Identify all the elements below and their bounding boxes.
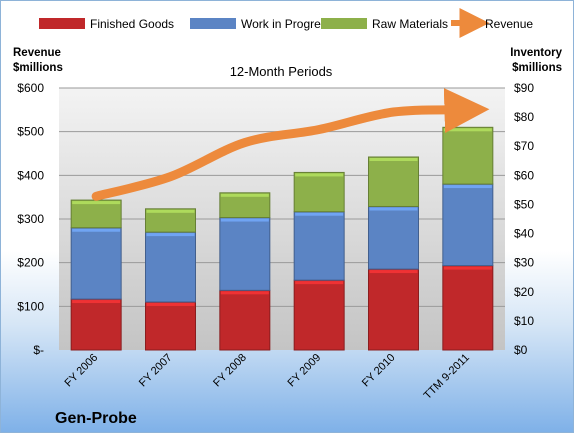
bar-highlight	[443, 128, 492, 132]
bar-highlight	[369, 157, 418, 161]
grid-lines	[59, 87, 505, 307]
left-axis-title-line1: Revenue	[13, 47, 61, 59]
bar-highlight	[295, 281, 344, 285]
legend-label-finished-goods: Finished Goods	[90, 17, 174, 31]
left-tick-label: $600	[17, 81, 44, 95]
category-label: TTM 9-2011	[422, 352, 472, 402]
right-axis-title-line1: Inventory	[510, 47, 562, 59]
right-axis-title-line2: $millions	[512, 62, 562, 74]
left-axis-title-line2: $millions	[13, 62, 63, 74]
bar-finished-goods	[442, 265, 494, 351]
bar-work-in-progress	[70, 227, 122, 300]
category-label: FY 2006	[63, 352, 101, 390]
bar-highlight	[72, 228, 121, 232]
legend-swatch-work-in-progress	[190, 18, 236, 29]
right-tick-label: $70	[514, 139, 534, 153]
bar-finished-goods	[293, 279, 345, 351]
revenue-point	[170, 176, 171, 178]
bar-raw-materials	[70, 199, 122, 229]
bar-highlight	[146, 302, 195, 306]
bar-highlight	[220, 193, 269, 197]
category-labels: FY 2006 FY 2007 FY 2008 FY 2009 FY 2010 TTM 9…	[63, 352, 472, 402]
legend-label-work-in-progress: Work in Progress	[241, 17, 333, 31]
bar-series	[70, 126, 494, 351]
bar-raw-materials	[145, 208, 196, 233]
bar-finished-goods	[368, 268, 419, 351]
right-tick-label: $50	[514, 197, 534, 211]
bar-highlight	[220, 291, 269, 295]
bar-raw-materials	[442, 126, 494, 185]
bar-work-in-progress	[368, 205, 419, 270]
bar-highlight	[443, 266, 492, 270]
bar-highlight	[146, 209, 195, 213]
bar-raw-materials	[219, 192, 271, 219]
legend-swatch-finished-goods	[39, 18, 85, 29]
bar-highlight	[443, 185, 492, 189]
left-tick-label: $300	[17, 212, 44, 226]
bar-highlight	[369, 207, 418, 211]
right-tick-label: $20	[514, 285, 534, 299]
company-name: Gen-Probe	[55, 410, 137, 427]
bar-raw-materials	[368, 156, 419, 207]
right-tick-label: $80	[514, 110, 534, 124]
revenue-line-layer	[91, 88, 490, 201]
legend-label-raw-materials: Raw Materials	[372, 17, 448, 31]
bar-work-in-progress	[145, 231, 196, 303]
right-tick-label: $30	[514, 256, 534, 270]
left-tick-label: $100	[17, 299, 44, 313]
bar-raw-materials	[293, 171, 345, 213]
category-label: FY 2009	[286, 352, 324, 390]
category-label: FY 2007	[137, 352, 175, 390]
legend-label-revenue: Revenue	[485, 17, 533, 31]
revenue-point	[467, 109, 469, 111]
left-tick-label: $400	[17, 168, 44, 182]
right-tick-label: $60	[514, 168, 534, 182]
right-tick-label: $0	[514, 343, 528, 357]
bar-highlight	[295, 173, 344, 177]
right-tick-label: $10	[514, 314, 534, 328]
revenue-point	[244, 142, 246, 144]
revenue-point	[95, 195, 97, 197]
bar-highlight	[72, 300, 121, 304]
bar-work-in-progress	[293, 211, 345, 281]
bar-work-in-progress	[442, 183, 494, 267]
bar-work-in-progress	[219, 217, 271, 291]
bar-finished-goods	[145, 301, 196, 351]
bar-finished-goods	[219, 289, 271, 351]
left-axis-ticks: $- $100 $200 $300 $400 $500 $600	[17, 81, 44, 357]
right-tick-label: $40	[514, 227, 534, 241]
bar-finished-goods	[70, 298, 122, 351]
right-axis-ticks: $0 $10 $20 $30 $40 $50 $60 $70 $80 $90	[514, 81, 534, 357]
right-tick-label: $90	[514, 81, 534, 95]
legend: Finished Goods Work in Progress Raw Mate…	[39, 8, 533, 38]
category-label: FY 2010	[360, 352, 398, 390]
left-tick-label: $500	[17, 125, 44, 139]
bar-highlight	[369, 270, 418, 274]
category-label: FY 2008	[211, 352, 249, 390]
bar-highlight	[72, 201, 121, 205]
legend-swatch-raw-materials	[321, 18, 367, 29]
bar-highlight	[146, 233, 195, 237]
left-tick-label: $-	[33, 343, 44, 357]
chart-subtitle: 12-Month Periods	[230, 64, 333, 79]
left-tick-label: $200	[17, 256, 44, 270]
bar-highlight	[295, 212, 344, 216]
revenue-point	[318, 128, 320, 130]
revenue-point	[393, 111, 394, 113]
bar-highlight	[220, 218, 269, 222]
revenue-line	[91, 88, 490, 201]
